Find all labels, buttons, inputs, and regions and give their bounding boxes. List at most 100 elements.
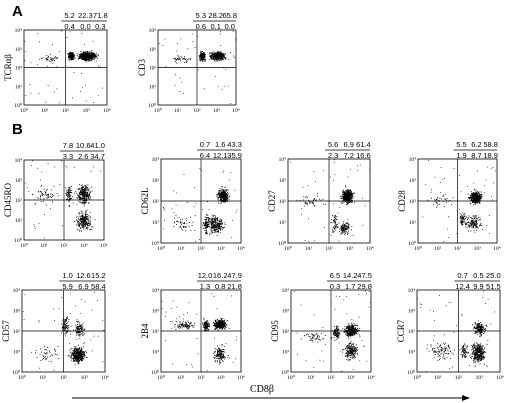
- event-dot: [84, 213, 86, 215]
- event-dot: [79, 57, 80, 59]
- event-dot: [197, 69, 199, 71]
- event-dot: [61, 160, 63, 162]
- event-dot: [337, 226, 339, 228]
- event-dot: [56, 66, 58, 68]
- event-dot: [67, 192, 69, 193]
- event-dot: [85, 202, 87, 204]
- event-dot: [68, 196, 70, 198]
- event-dot: [78, 355, 79, 357]
- event-dot: [79, 56, 81, 58]
- event-dot: [304, 205, 306, 207]
- event-dot: [78, 354, 80, 356]
- event-dot: [77, 353, 79, 355]
- event-dot: [477, 201, 479, 203]
- event-dot: [83, 218, 84, 219]
- x-tick-label: 10⁰: [20, 242, 29, 249]
- event-dot: [359, 164, 361, 166]
- event-dot: [178, 216, 180, 218]
- event-dot: [40, 196, 42, 198]
- event-dot: [68, 190, 70, 192]
- event-dot: [59, 184, 61, 185]
- event-dot: [53, 195, 55, 196]
- event-dot: [92, 41, 94, 42]
- event-dot: [201, 56, 203, 58]
- event-dot: [67, 322, 68, 324]
- event-dot: [87, 216, 89, 218]
- y-tick-label: 10⁴: [149, 28, 157, 34]
- event-dot: [173, 190, 174, 192]
- event-dot: [336, 224, 338, 226]
- event-dot: [83, 193, 85, 195]
- event-dot: [82, 54, 84, 56]
- y-tick-label: 10¹: [279, 220, 287, 226]
- event-dot: [473, 196, 475, 198]
- event-dot: [342, 199, 344, 201]
- event-dot: [164, 219, 165, 221]
- event-dot: [47, 59, 49, 61]
- event-dot: [207, 226, 209, 228]
- event-dot: [339, 231, 341, 233]
- event-dot: [178, 56, 180, 58]
- event-dot: [54, 166, 56, 168]
- event-dot: [470, 191, 472, 193]
- event-dot: [216, 53, 218, 55]
- event-dot: [475, 221, 477, 222]
- event-dot: [63, 324, 65, 326]
- event-dot: [476, 197, 477, 199]
- event-dot: [480, 198, 482, 200]
- event-dot: [334, 219, 336, 221]
- event-dot: [234, 189, 236, 191]
- event-dot: [215, 226, 217, 228]
- event-dot: [76, 331, 78, 333]
- event-dot: [461, 218, 463, 220]
- event-dot: [476, 193, 477, 194]
- event-dot: [90, 51, 92, 53]
- event-dot: [356, 165, 358, 167]
- event-dot: [76, 349, 78, 351]
- event-dot: [51, 197, 52, 198]
- event-dot: [81, 223, 83, 225]
- event-dot: [65, 187, 67, 189]
- event-dot: [217, 226, 219, 228]
- event-dot: [81, 54, 83, 56]
- event-dot: [71, 56, 73, 58]
- event-dot: [179, 58, 181, 60]
- event-dot: [76, 360, 78, 362]
- event-dot: [70, 58, 72, 60]
- event-dot: [344, 225, 346, 227]
- event-dot: [201, 58, 202, 59]
- event-dot: [182, 58, 184, 60]
- event-dot: [349, 201, 350, 203]
- event-dot: [90, 57, 92, 59]
- event-dot: [210, 223, 212, 225]
- event-dot: [61, 320, 63, 322]
- event-dot: [80, 51, 82, 53]
- event-dot: [70, 357, 72, 358]
- event-dot: [219, 219, 221, 221]
- event-dot: [202, 53, 204, 55]
- event-dot: [479, 199, 481, 201]
- event-dot: [434, 176, 436, 178]
- event-dot: [85, 210, 87, 212]
- event-dot: [207, 217, 209, 219]
- event-dot: [45, 101, 47, 103]
- event-dot: [88, 56, 90, 58]
- event-dot: [90, 54, 92, 56]
- event-dot: [88, 219, 89, 221]
- event-dot: [38, 93, 40, 95]
- event-dot: [344, 192, 346, 194]
- event-dot: [479, 203, 481, 205]
- event-dot: [342, 225, 344, 227]
- event-dot: [84, 357, 86, 359]
- event-dot: [78, 225, 80, 227]
- event-dot: [70, 53, 72, 55]
- event-dot: [90, 54, 92, 56]
- event-dot: [357, 169, 359, 171]
- event-dot: [218, 193, 219, 194]
- event-dot: [348, 199, 350, 201]
- event-dot: [207, 224, 209, 226]
- event-dot: [61, 327, 63, 329]
- event-dot: [340, 233, 342, 235]
- event-dot: [218, 221, 220, 223]
- event-dot: [349, 198, 350, 200]
